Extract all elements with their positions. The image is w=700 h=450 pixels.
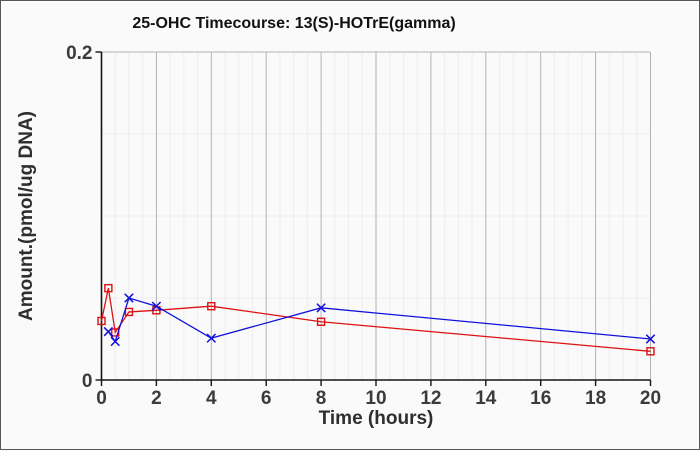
data-series [97,283,656,356]
x-axis-label: Time (hours) [318,408,434,429]
x-marker [110,336,120,347]
svg-text:0.2: 0.2 [66,43,92,64]
minor-gridlines [101,52,651,380]
svg-text:0: 0 [96,388,107,409]
red-open-square-series [97,283,655,356]
square-marker [97,316,106,326]
square-marker [207,302,216,311]
svg-text:6: 6 [261,388,272,409]
square-marker [316,317,326,326]
svg-text:14: 14 [475,388,497,409]
svg-text:4: 4 [206,388,217,409]
axes [95,51,652,386]
square-marker [104,283,113,293]
major-gridlines [101,51,651,380]
x-marker [124,293,134,303]
square-marker [124,307,134,317]
svg-text:2: 2 [151,388,162,409]
svg-text:16: 16 [530,388,551,409]
svg-text:18: 18 [585,388,606,409]
chart-title: 25-OHC Timecourse: 13(S)-HOTrE(gamma) [132,15,456,32]
x-marker [316,303,326,313]
x-marker [151,301,162,311]
svg-text:12: 12 [420,388,441,409]
tick-labels: 0 2 4 6 8 10 12 14 16 18 20 0 0.2 [66,43,661,409]
x-marker [103,326,114,337]
square-marker [646,347,655,356]
svg-text:10: 10 [365,388,386,409]
x-marker [206,333,217,343]
blue-x-cross-series [103,293,656,347]
svg-text:8: 8 [316,388,327,409]
x-marker [645,334,656,344]
svg-text:0: 0 [82,371,93,392]
svg-text:20: 20 [640,388,661,409]
